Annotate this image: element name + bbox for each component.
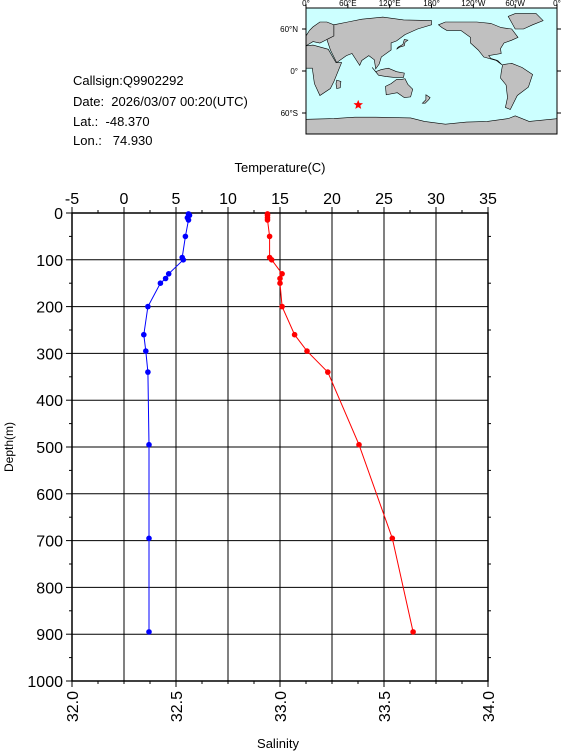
latitude-label: Lat.: -48.370 [73, 114, 150, 129]
temperature-tick-label: 15 [271, 191, 289, 208]
salinity-tick-label: 33.0 [273, 691, 290, 722]
map-lat-label: 60°N [280, 25, 298, 34]
map-lon-label: 120°W [461, 0, 486, 8]
madagascar-landmass [335, 79, 342, 89]
salinity-data-point [264, 217, 271, 223]
longitude-label: Lon.: 74.930 [73, 133, 153, 148]
salinity-data-point [268, 257, 275, 263]
temperature-data-point [182, 233, 189, 240]
depth-tick-label: 800 [36, 580, 63, 597]
salinity-tick-label: 34.0 [481, 691, 498, 722]
map-lon-label: 180° [423, 0, 440, 8]
temperature-data-point [143, 348, 149, 354]
salinity-axis-label: Salinity [257, 736, 299, 751]
temperature-data-point [146, 441, 152, 448]
south-america-landmass [500, 62, 533, 110]
salinity-profile-line [267, 213, 414, 633]
depth-tick-label: 300 [36, 346, 63, 363]
temperature-data-point [180, 257, 187, 263]
salinity-tick-label: 32.0 [65, 691, 82, 722]
map-lat-label: 0° [290, 67, 298, 76]
salinity-data-point [410, 629, 416, 635]
location-map: 0° 60°E 120°E 180° 120°W 60°W 0° 60°N 0° 60°S [280, 0, 561, 135]
temperature-axis-label: Temperature(C) [234, 160, 325, 175]
antarctica-landmass [306, 115, 557, 134]
temperature-tick-label: 20 [323, 191, 341, 208]
temperature-tick-label: 30 [427, 191, 445, 208]
depth-tick-label: 200 [36, 300, 63, 317]
salinity-data-point [325, 369, 331, 375]
salinity-tick-label: 32.5 [169, 691, 186, 722]
map-lat-label: 60°S [281, 109, 298, 118]
depth-tick-label: 1000 [27, 674, 63, 691]
asia-landmass [326, 16, 432, 70]
depth-tick-label: 500 [36, 440, 63, 457]
temperature-data-point [185, 217, 192, 223]
map-lon-label: 0° [302, 0, 310, 8]
depth-tick-label: 100 [36, 253, 63, 270]
depth-tick-label: 900 [36, 627, 63, 644]
temperature-series [141, 211, 193, 635]
map-lon-label: 60°W [505, 0, 525, 8]
map-lon-label: 60°E [339, 0, 356, 8]
temperature-data-point [145, 303, 151, 310]
salinity-data-point [356, 441, 362, 448]
depth-tick-label: 400 [36, 393, 63, 410]
temperature-tick-label: 10 [219, 191, 237, 208]
salinity-series [264, 211, 416, 635]
salinity-data-point [304, 348, 310, 354]
map-lon-label: 120°E [379, 0, 401, 8]
salinity-data-point [279, 271, 285, 277]
temperature-data-point [146, 535, 152, 542]
temperature-tick-label: 25 [375, 191, 393, 208]
temperature-data-point [145, 369, 151, 375]
depth-tick-label: 600 [36, 487, 63, 504]
temperature-data-point [157, 280, 164, 287]
salinity-data-point [266, 233, 273, 240]
temperature-data-point [162, 275, 169, 282]
callsign-label: Callsign:Q9902292 [73, 73, 184, 88]
salinity-tick-label: 33.5 [377, 691, 394, 722]
salinity-data-point [279, 303, 285, 310]
europe-landmass [306, 21, 335, 47]
africa-landmass [306, 44, 343, 96]
greenland-landmass [507, 13, 544, 30]
map-lon-label: 0° [553, 0, 561, 8]
location-star-marker [353, 99, 363, 109]
temperature-tick-label: -5 [65, 191, 79, 208]
indonesia-landmass [371, 67, 405, 78]
temperature-data-point [165, 271, 172, 277]
salinity-data-point [291, 331, 298, 338]
japan-landmass [396, 39, 409, 50]
profile-chart: 01002003004005006007008009001000Depth(m)… [2, 160, 498, 751]
date-label: Date: 2026/03/07 00:20(UTC) [73, 94, 248, 109]
new-zealand-landmass [421, 94, 431, 104]
map-landmasses [306, 13, 557, 134]
australia-landmass [385, 78, 414, 98]
salinity-data-point [389, 535, 396, 542]
temperature-tick-label: 5 [172, 191, 181, 208]
depth-tick-label: 0 [54, 206, 63, 223]
salinity-data-point [277, 275, 283, 282]
salinity-data-point [277, 280, 283, 287]
temperature-data-point [141, 331, 147, 338]
north-america-landmass [437, 21, 519, 65]
temperature-tick-label: 0 [120, 191, 129, 208]
depth-tick-label: 700 [36, 534, 63, 551]
temperature-data-point [146, 629, 152, 635]
depth-axis-label: Depth(m) [2, 422, 16, 472]
temperature-tick-label: 35 [479, 191, 497, 208]
